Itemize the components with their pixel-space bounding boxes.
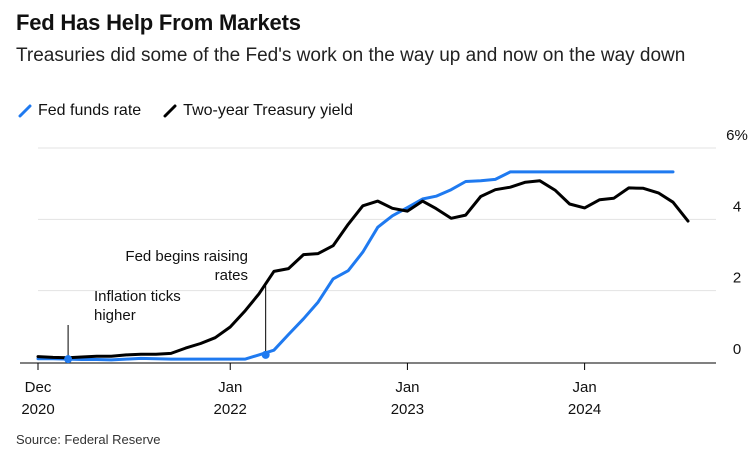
fed-funds-rate-line — [36, 170, 675, 362]
annotation-markers — [64, 350, 270, 364]
chart-subtitle: Treasuries did some of the Fed's work on… — [16, 45, 686, 66]
y-tick-label: 0 — [733, 341, 741, 358]
legend-item-treasury: Two-year Treasury yield — [163, 102, 353, 120]
legend-swatch-fed-funds — [18, 104, 32, 118]
y-tick-label: 4 — [733, 198, 741, 215]
x-axis: Dec 2020 Jan 2022 Jan 2023 Jan 2024 — [20, 362, 716, 418]
x-tick-label: Jan — [218, 379, 242, 396]
grid-layer — [38, 147, 716, 292]
legend: Fed funds rate Two-year Treasury yield — [18, 100, 375, 122]
chart-title: Fed Has Help From Markets — [16, 10, 301, 35]
legend-label-treasury: Two-year Treasury yield — [183, 102, 354, 119]
annotations: Inflation ticks higher Fed begins raising r… — [67, 248, 267, 360]
series-layer — [36, 170, 690, 362]
two-year-treasury-yield-line — [36, 179, 690, 360]
annotation-marker-dot — [261, 350, 270, 359]
x-tick-label-year: 2024 — [568, 401, 601, 418]
legend-label-fed-funds: Fed funds rate — [38, 102, 142, 119]
annotation-label: Fed begins raising — [125, 248, 248, 265]
y-axis: 0 2 4 6% — [726, 127, 748, 358]
x-tick-label-year: 2023 — [391, 401, 424, 418]
x-tick-label-year: 2020 — [21, 401, 54, 418]
annotation-label-line2: rates — [215, 267, 248, 284]
x-tick-label-year: 2022 — [214, 401, 247, 418]
x-tick-label: Jan — [573, 379, 597, 396]
legend-item-fed-funds: Fed funds rate — [18, 102, 141, 120]
y-tick-label: 2 — [733, 270, 741, 287]
annotation-label-line2: higher — [94, 307, 136, 324]
source-note: Source: Federal Reserve — [16, 432, 161, 447]
x-tick-label: Dec — [25, 379, 52, 396]
y-tick-label: 6% — [726, 127, 748, 144]
x-tick-label: Jan — [395, 379, 419, 396]
legend-swatch-treasury — [163, 104, 177, 118]
annotation-label: Inflation ticks — [94, 288, 181, 305]
annotation-marker-dot — [64, 355, 73, 364]
